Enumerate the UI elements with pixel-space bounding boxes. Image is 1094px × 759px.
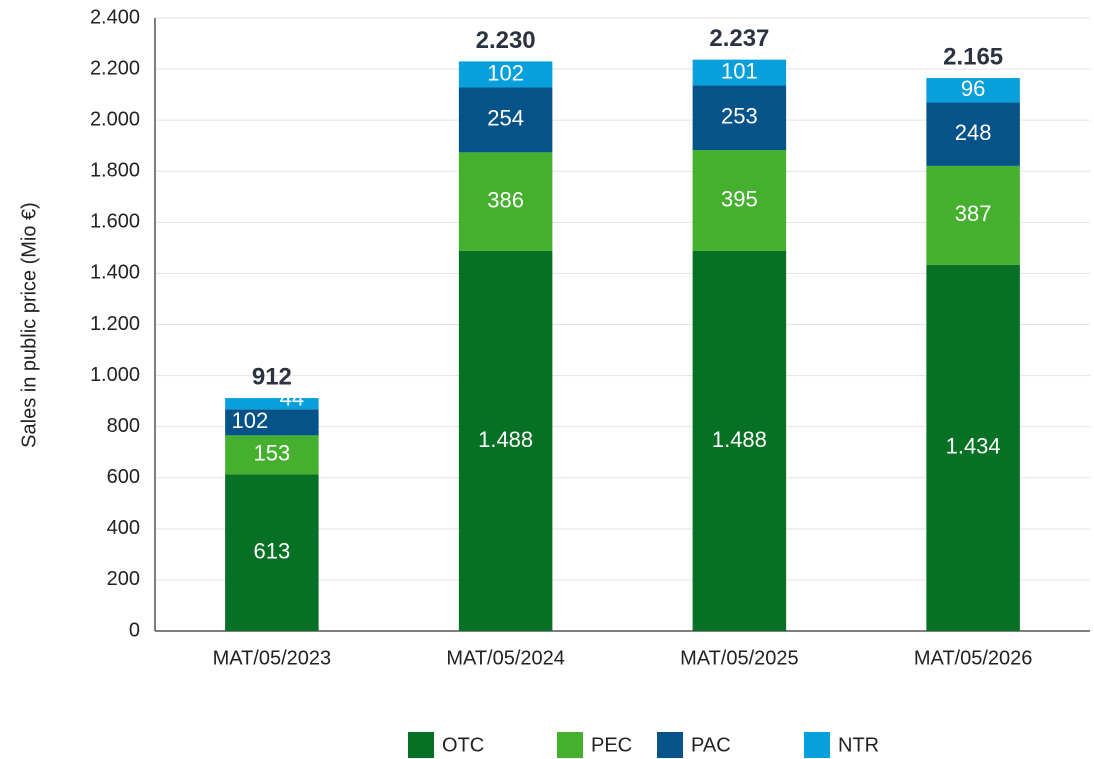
bar-segment [225, 474, 319, 631]
bar-segment [225, 398, 319, 410]
data-label: 1.488 [712, 427, 767, 452]
y-tick-label: 600 [107, 466, 140, 488]
bar-segment [692, 85, 787, 151]
total-label: 2.230 [476, 27, 536, 54]
data-label: 253 [721, 104, 758, 129]
data-label: 102 [487, 60, 524, 85]
data-label: 254 [487, 106, 524, 131]
data-label: 96 [961, 76, 985, 101]
y-tick-label: 1.200 [90, 313, 140, 335]
bar-segment [225, 435, 319, 475]
y-tick-label: 800 [107, 415, 140, 437]
data-label: 248 [955, 120, 992, 145]
y-tick-label: 1.000 [90, 364, 140, 386]
y-tick-label: 1.800 [90, 160, 140, 182]
data-label: 102 [232, 408, 269, 433]
bar-segment [458, 250, 553, 631]
data-label: 1.434 [946, 434, 1001, 459]
legend-swatch [804, 732, 830, 758]
legend-swatch [657, 732, 683, 758]
x-tick-label: MAT/05/2026 [914, 647, 1033, 669]
y-tick-label: 1.400 [90, 262, 140, 284]
data-label: 613 [254, 539, 291, 564]
total-label: 912 [252, 363, 292, 390]
legend-swatch [557, 732, 583, 758]
legend-swatch [408, 732, 434, 758]
data-label: 386 [487, 187, 524, 212]
data-label: 153 [254, 441, 291, 466]
x-tick-label: MAT/05/2023 [213, 647, 332, 669]
bar-segment [926, 102, 1020, 166]
y-tick-label: 200 [107, 568, 140, 590]
total-label: 2.165 [943, 43, 1003, 70]
bar-segment [692, 59, 787, 86]
y-tick-label: 0 [129, 619, 140, 641]
data-label: 387 [955, 201, 992, 226]
x-tick-label: MAT/05/2025 [680, 647, 799, 669]
legend-label: PEC [591, 734, 632, 756]
y-tick-label: 2.200 [90, 57, 140, 79]
x-tick-label: MAT/05/2024 [446, 647, 565, 669]
bar-segment [225, 409, 319, 436]
y-axis-label: Sales in public price (Mio €) [18, 202, 40, 448]
bar-segment [458, 152, 553, 251]
data-label: 44 [280, 385, 304, 410]
data-label: 395 [721, 186, 758, 211]
data-label: 1.488 [478, 427, 533, 452]
data-label: 101 [721, 58, 758, 83]
bar-segment [458, 61, 553, 88]
y-tick-label: 1.600 [90, 211, 140, 233]
legend-label: OTC [442, 734, 484, 756]
bar-segment [692, 250, 787, 631]
bar-segment [926, 78, 1020, 103]
y-tick-label: 400 [107, 517, 140, 539]
bar-segment [926, 264, 1020, 631]
legend-label: PAC [691, 734, 731, 756]
bar-segment [692, 150, 787, 251]
y-tick-label: 2.400 [90, 6, 140, 28]
total-label: 2.237 [709, 25, 769, 52]
legend-label: NTR [838, 734, 879, 756]
y-tick-label: 2.000 [90, 108, 140, 130]
bar-segment [926, 165, 1020, 265]
bar-segment [458, 87, 553, 153]
